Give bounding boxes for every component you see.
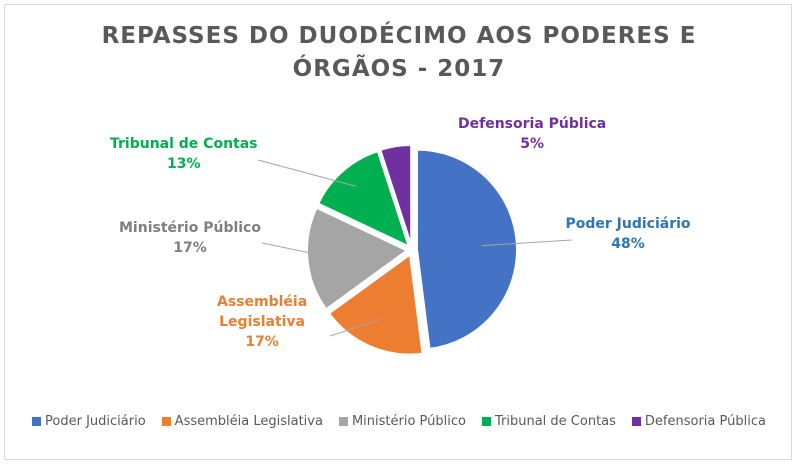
legend-swatch xyxy=(631,417,641,426)
data-label-percent: 48% xyxy=(611,236,645,252)
pie-slice-poder-judiciario xyxy=(415,148,518,351)
pie-slice-ministerio-publico xyxy=(306,206,409,311)
data-label-name: Poder Judiciário xyxy=(565,216,691,232)
pie-slice-assembleia-legislativa xyxy=(327,252,424,356)
legend-item-poder-judiciario: Poder Judiciário xyxy=(32,414,146,429)
legend-swatch xyxy=(338,417,348,426)
legend-swatch xyxy=(32,417,42,426)
legend-item-defensoria-publica: Defensoria Pública xyxy=(631,414,766,429)
data-label-percent: 17% xyxy=(245,334,279,350)
data-label-assembleia-legislativa: Assembléia Legislativa 17% xyxy=(217,292,307,352)
legend-item-tribunal-de-contas: Tribunal de Contas xyxy=(481,414,616,429)
legend-swatch xyxy=(481,417,491,426)
legend-label: Defensoria Pública xyxy=(644,414,766,429)
legend-label: Assembléia Legislativa xyxy=(174,414,323,429)
data-label-ministerio-publico: Ministério Público 17% xyxy=(119,218,261,258)
legend-item-ministerio-publico: Ministério Público xyxy=(338,414,466,429)
data-label-percent: 13% xyxy=(167,156,201,172)
legend-item-assembleia-legislativa: Assembléia Legislativa xyxy=(161,414,323,429)
data-label-poder-judiciario: Poder Judiciário 48% xyxy=(566,214,691,254)
leader-line-assembleia-legislativa xyxy=(329,318,383,337)
data-label-name: Ministério Público xyxy=(119,220,261,236)
chart-title-line-2: ÓRGÃOS - 2017 xyxy=(292,56,506,82)
legend-swatch xyxy=(161,417,171,426)
data-label-name: Tribunal de Contas xyxy=(110,136,258,152)
leader-line-poder-judiciario xyxy=(481,239,573,247)
data-label-defensoria-publica: Defensoria Pública 5% xyxy=(458,114,606,154)
legend-label: Poder Judiciário xyxy=(45,414,146,429)
legend-label: Ministério Público xyxy=(351,414,466,429)
pie-slice-defensoria-publica xyxy=(379,144,413,246)
leader-line-tribunal-de-contas xyxy=(257,159,356,187)
leader-line-ministerio-publico xyxy=(261,242,333,259)
data-label-percent: 5% xyxy=(520,136,545,152)
data-label-name: Legislativa xyxy=(219,314,306,330)
legend: Poder Judiciário Assembléia Legislativa Mi… xyxy=(0,414,798,429)
data-label-tribunal-de-contas: Tribunal de Contas 13% xyxy=(110,134,258,174)
chart-title-line-1: REPASSES DO DUODÉCIMO AOS PODERES E xyxy=(101,23,697,49)
pie-slice-tribunal-de-contas xyxy=(316,149,411,249)
data-label-name: Assembléia xyxy=(217,294,308,310)
data-label-name: Defensoria Pública xyxy=(458,116,607,132)
chart-title: REPASSES DO DUODÉCIMO AOS PODERES E ÓRGÃ… xyxy=(0,20,798,86)
legend-label: Tribunal de Contas xyxy=(494,414,616,429)
data-label-percent: 17% xyxy=(173,240,207,256)
